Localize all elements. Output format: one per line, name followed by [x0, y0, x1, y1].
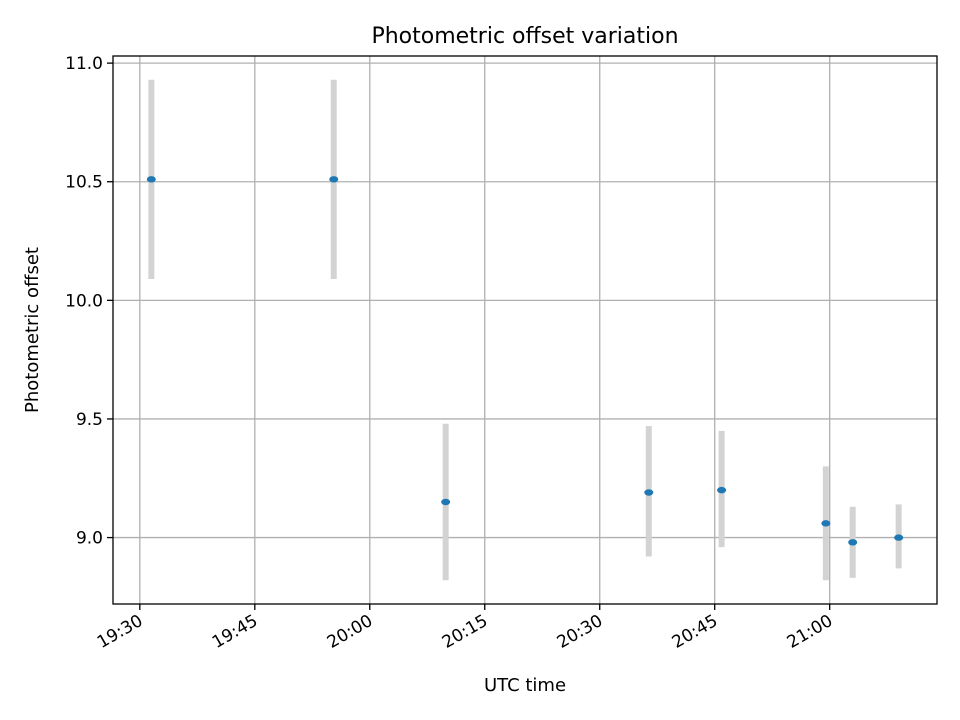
x-tick-label: 19:45	[209, 611, 261, 653]
chart-title: Photometric offset variation	[371, 24, 678, 49]
x-tick-label: 19:30	[94, 611, 146, 653]
data-point	[894, 534, 904, 541]
data-point	[644, 489, 654, 496]
x-tick-label: 20:30	[554, 611, 606, 653]
y-tick-label: 10.5	[65, 173, 103, 193]
data-points	[146, 176, 904, 546]
data-point	[441, 498, 451, 506]
data-point	[146, 176, 156, 183]
plot-frame	[112, 55, 938, 605]
x-tick-label: 20:00	[324, 611, 376, 653]
grid	[113, 56, 937, 604]
data-point	[329, 176, 339, 183]
y-axis-label: Photometric offset	[22, 247, 43, 413]
x-axis-label: UTC time	[484, 675, 566, 696]
y-tick-label: 9.5	[76, 410, 103, 430]
error-bars	[148, 79, 902, 581]
x-tick-label: 21:00	[784, 611, 836, 653]
x-tick-label: 20:45	[669, 611, 721, 653]
data-point	[848, 539, 858, 546]
y-tick-label: 11.0	[65, 54, 103, 74]
y-tick-label: 10.0	[65, 291, 103, 311]
data-point	[717, 486, 727, 494]
x-tick-label: 20:15	[439, 611, 491, 653]
y-tick-label: 9.0	[76, 529, 103, 549]
data-point	[821, 520, 831, 527]
y-axis-ticks: 9.0 9.5 10.0 10.5 11.0	[65, 54, 113, 549]
x-axis-ticks: 19:30 19:45 20:00 20:15 20:30 20:45 21:00	[94, 604, 836, 653]
